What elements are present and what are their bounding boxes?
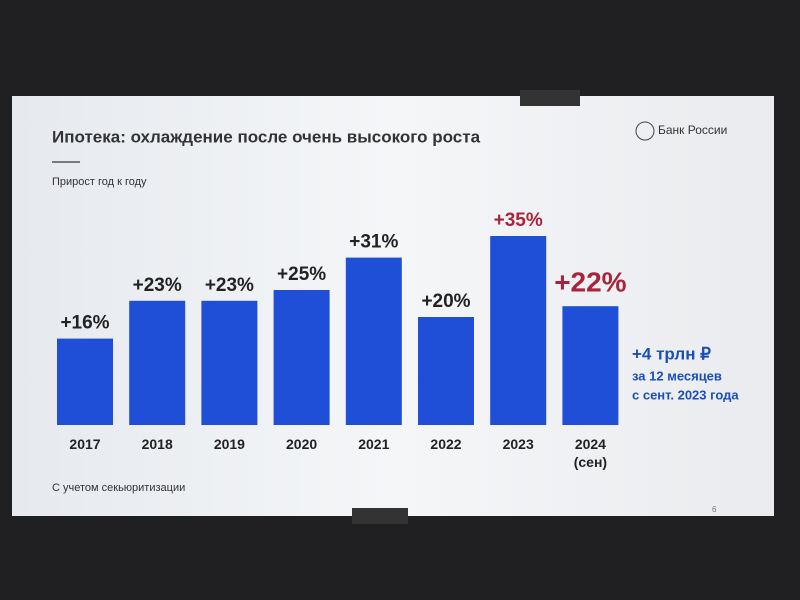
bar xyxy=(490,236,547,425)
logo: Банк России xyxy=(658,123,727,137)
x-tick-label: 2020 xyxy=(286,436,318,452)
annotation: +4 трлн ₽ xyxy=(632,344,711,363)
value-label: +22% xyxy=(554,267,626,298)
value-label: +25% xyxy=(277,264,326,285)
subtitle: Прирост год к году xyxy=(52,176,147,188)
x-tick-label: 2023 xyxy=(502,436,534,452)
value-label: +20% xyxy=(421,291,470,312)
value-label: +31% xyxy=(349,232,398,253)
bar xyxy=(345,257,402,425)
x-tick-label: 2018 xyxy=(141,436,173,452)
value-label: +35% xyxy=(494,210,543,231)
footnote: С учетом секьюритизации xyxy=(52,482,185,494)
bar xyxy=(57,338,113,425)
value-label: +23% xyxy=(133,275,182,296)
chart-title: Ипотека: охлаждение после очень высокого… xyxy=(52,127,481,146)
value-label: +23% xyxy=(205,275,254,296)
annotation: за 12 месяцев xyxy=(632,368,722,383)
x-tick-label: 2017 xyxy=(69,436,101,452)
bar xyxy=(562,306,619,425)
x-tick-label: 2019 xyxy=(213,436,245,452)
logo-icon xyxy=(635,121,655,141)
annotation: с сент. 2023 года xyxy=(632,387,739,402)
handle xyxy=(352,508,408,524)
x-tick-label: 2024 (сен) xyxy=(573,436,608,470)
bar xyxy=(129,300,186,425)
x-tick-label: 2021 xyxy=(358,436,390,452)
value-label: +16% xyxy=(60,313,109,334)
handle xyxy=(520,90,580,106)
bar xyxy=(201,300,258,425)
bar xyxy=(273,290,330,425)
page-number: 6 xyxy=(712,505,717,514)
x-tick-label: 2022 xyxy=(430,436,462,452)
bar xyxy=(418,317,474,425)
